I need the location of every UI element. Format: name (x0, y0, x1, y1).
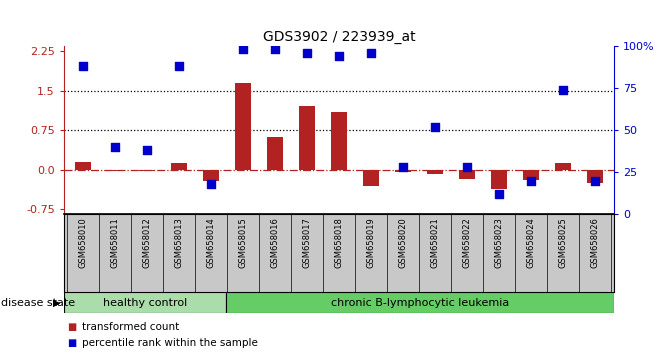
Text: ▶: ▶ (53, 298, 60, 308)
Bar (171, 163, 187, 170)
Bar (235, 83, 251, 170)
Point (270, 46, 280, 52)
Bar (64, 292, 225, 313)
Point (78, 63, 89, 69)
Bar (225, 292, 614, 313)
Text: GSM658016: GSM658016 (270, 217, 279, 268)
Text: GSM658025: GSM658025 (558, 217, 567, 268)
Bar (586, 170, 603, 183)
Text: disease state: disease state (1, 298, 74, 308)
Bar (267, 137, 283, 170)
Point (462, 164, 472, 170)
Text: GSM658010: GSM658010 (79, 217, 87, 268)
Text: transformed count: transformed count (82, 322, 179, 332)
Bar (363, 170, 379, 186)
Bar (299, 107, 315, 170)
Text: GSM658018: GSM658018 (334, 217, 344, 268)
Text: GSM658019: GSM658019 (366, 217, 375, 268)
Text: percentile rank within the sample: percentile rank within the sample (82, 338, 258, 348)
Bar (427, 170, 443, 174)
Point (142, 147, 152, 153)
Point (429, 124, 440, 130)
Bar (203, 170, 219, 181)
Point (589, 178, 600, 183)
Text: GSM658014: GSM658014 (207, 217, 215, 268)
Text: GSM658017: GSM658017 (303, 217, 311, 268)
Bar (139, 170, 155, 171)
Point (333, 53, 344, 59)
Bar (523, 170, 539, 180)
Title: GDS3902 / 223939_at: GDS3902 / 223939_at (262, 30, 415, 44)
Point (238, 46, 248, 52)
Text: ■: ■ (67, 338, 76, 348)
Point (109, 144, 120, 150)
Bar (555, 163, 571, 170)
Point (558, 87, 568, 92)
Bar (107, 170, 123, 171)
Text: GSM658015: GSM658015 (238, 217, 248, 268)
Bar (395, 170, 411, 172)
Text: healthy control: healthy control (103, 298, 187, 308)
Bar (459, 170, 475, 179)
Point (493, 191, 504, 197)
Text: GSM658012: GSM658012 (142, 217, 152, 268)
Bar (331, 112, 347, 170)
Text: GSM658013: GSM658013 (174, 217, 183, 268)
Bar (491, 170, 507, 189)
Point (366, 50, 376, 56)
Text: GSM658023: GSM658023 (495, 217, 503, 268)
Bar (75, 162, 91, 170)
Text: GSM658024: GSM658024 (526, 217, 535, 268)
Text: GSM658011: GSM658011 (111, 217, 119, 268)
Text: GSM658026: GSM658026 (590, 217, 599, 268)
Text: GSM658021: GSM658021 (430, 217, 440, 268)
Point (525, 178, 536, 183)
Text: chronic B-lymphocytic leukemia: chronic B-lymphocytic leukemia (331, 298, 509, 308)
Text: ■: ■ (67, 322, 76, 332)
Point (205, 181, 216, 187)
Point (301, 50, 312, 56)
Point (397, 164, 408, 170)
Point (174, 63, 185, 69)
Text: GSM658020: GSM658020 (399, 217, 407, 268)
Text: GSM658022: GSM658022 (462, 217, 471, 268)
